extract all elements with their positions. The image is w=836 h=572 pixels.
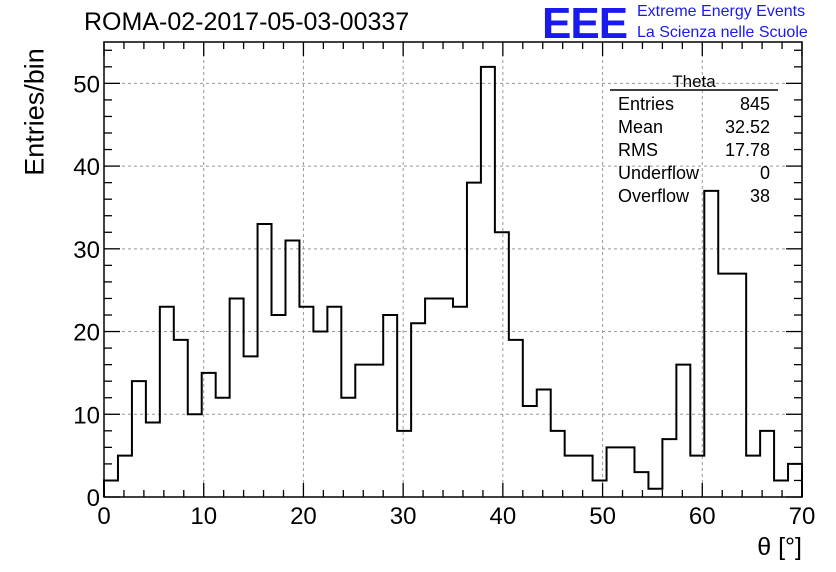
histogram-series-line — [103, 65, 803, 497]
x-axis-label: θ [°] — [757, 533, 802, 561]
logo-subtitle-line2: La Scienza nelle Scuole — [637, 24, 808, 41]
stats-box: Theta Entries 845 Mean 32.52 RMS 17.78 Underfl… — [610, 72, 778, 206]
run-title: ROMA-02-2017-05-03-00337 — [84, 8, 410, 36]
y-tick-label: 20 — [73, 320, 100, 347]
x-tick-label: 50 — [589, 503, 616, 530]
x-tick-label: 0 — [97, 503, 110, 530]
y-tick-label: 10 — [73, 402, 100, 429]
stats-row-value: 17.78 — [725, 140, 770, 160]
stats-row-label: Overflow — [618, 186, 690, 206]
x-tick-label: 60 — [689, 503, 716, 530]
stats-row-label: Mean — [618, 117, 663, 137]
stats-row-label: RMS — [618, 140, 658, 160]
y-tick-label: 50 — [73, 71, 100, 98]
axis-ticks: 0 10 20 30 40 50 60 70 0 10 20 30 40 50 — [73, 42, 815, 530]
x-tick-label: 10 — [190, 503, 217, 530]
stats-row-label: Entries — [618, 94, 674, 114]
stats-row-value: 0 — [760, 163, 770, 183]
x-tick-label: 70 — [789, 503, 816, 530]
x-tick-label: 30 — [390, 503, 417, 530]
stats-row-value: 845 — [740, 94, 770, 114]
eee-logo: EEE — [542, 0, 628, 48]
y-axis-label: Entries/bin — [19, 48, 50, 176]
y-tick-label: 0 — [87, 485, 100, 512]
x-tick-label: 40 — [490, 503, 517, 530]
y-tick-label: 40 — [73, 154, 100, 181]
logo-subtitle-line1: Extreme Energy Events — [637, 3, 806, 20]
plot-frame — [103, 41, 803, 498]
stats-row-value: 32.52 — [725, 117, 770, 137]
x-tick-label: 20 — [290, 503, 317, 530]
stats-title: Theta — [672, 72, 716, 91]
y-tick-label: 30 — [73, 237, 100, 264]
stats-row-label: Underflow — [618, 163, 700, 183]
grid-lines — [104, 42, 802, 497]
stats-row-value: 38 — [750, 186, 770, 206]
